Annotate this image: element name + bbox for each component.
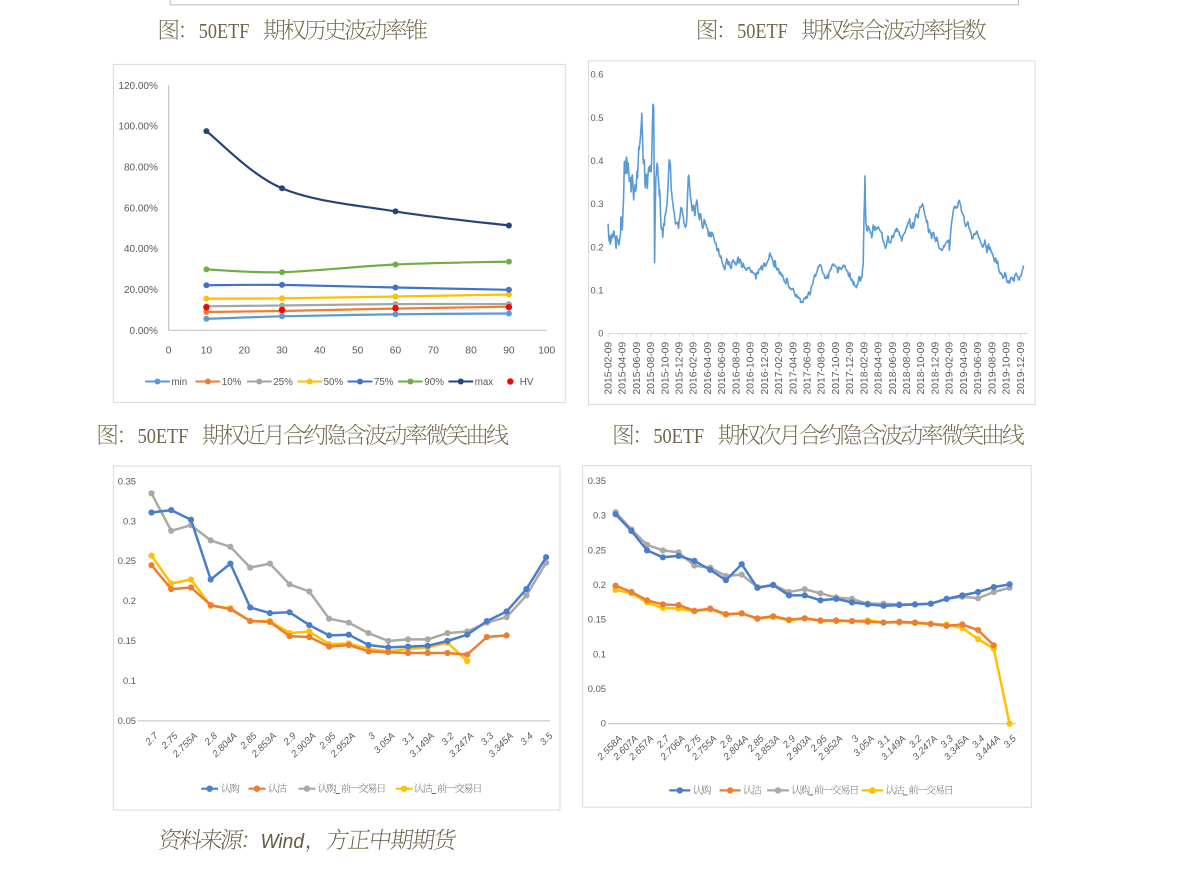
svg-text:min: min (171, 377, 187, 388)
svg-text:2018-02-09: 2018-02-09 (859, 342, 870, 395)
svg-text:2019-10-09: 2019-10-09 (1002, 342, 1013, 395)
svg-text:0.2: 0.2 (123, 595, 136, 606)
svg-text:20: 20 (239, 346, 251, 357)
svg-text:2018-06-09: 2018-06-09 (888, 342, 899, 395)
svg-text:40: 40 (314, 346, 326, 357)
svg-text:2019-06-09: 2019-06-09 (973, 342, 984, 395)
svg-text:2015-02-09: 2015-02-09 (603, 342, 614, 395)
svg-text:2016-12-09: 2016-12-09 (760, 342, 771, 395)
svg-text:0.1: 0.1 (123, 675, 136, 686)
svg-text:2018-08-09: 2018-08-09 (902, 342, 913, 395)
svg-text:2015-08-09: 2015-08-09 (646, 342, 657, 395)
svg-text:2015-04-09: 2015-04-09 (618, 342, 629, 395)
svg-text:60.00%: 60.00% (124, 203, 158, 214)
svg-text:75%: 75% (374, 377, 394, 388)
svg-text:2016-04-09: 2016-04-09 (703, 342, 714, 395)
svg-text:50ETF: 50ETF (199, 19, 250, 43)
svg-text:2017-02-09: 2017-02-09 (774, 342, 785, 395)
svg-text:0.2: 0.2 (590, 241, 603, 252)
svg-text:2019-02-09: 2019-02-09 (945, 342, 956, 395)
svg-text:2017-04-09: 2017-04-09 (788, 342, 799, 395)
svg-text:70: 70 (428, 346, 440, 357)
svg-text:0.3: 0.3 (590, 198, 603, 209)
svg-text:0.1: 0.1 (593, 648, 606, 659)
svg-text:30: 30 (276, 346, 288, 357)
svg-text:120.00%: 120.00% (118, 81, 158, 92)
svg-text:2017-10-09: 2017-10-09 (831, 342, 842, 395)
svg-text:0.2: 0.2 (593, 579, 606, 590)
svg-text:2018-04-09: 2018-04-09 (874, 342, 885, 395)
svg-text:2016-08-09: 2016-08-09 (731, 342, 742, 395)
svg-text:50ETF: 50ETF (138, 424, 189, 448)
svg-text:50: 50 (352, 346, 364, 357)
svg-text:2018-10-09: 2018-10-09 (916, 342, 927, 395)
svg-text:Wind: Wind (261, 831, 305, 853)
svg-text:0: 0 (166, 346, 172, 357)
svg-text:20.00%: 20.00% (124, 285, 158, 296)
svg-text:2016-10-09: 2016-10-09 (746, 342, 757, 395)
svg-text:0.15: 0.15 (118, 635, 136, 646)
svg-text:2015-06-09: 2015-06-09 (632, 342, 643, 395)
svg-text:25%: 25% (273, 377, 293, 388)
svg-text:80: 80 (465, 346, 477, 357)
svg-text:2017-08-09: 2017-08-09 (817, 342, 828, 395)
svg-text:2015-10-09: 2015-10-09 (660, 342, 671, 395)
svg-text:0.5: 0.5 (590, 112, 603, 123)
svg-text:0.4: 0.4 (590, 155, 603, 166)
svg-text:2019-04-09: 2019-04-09 (959, 342, 970, 395)
svg-text:50ETF: 50ETF (737, 19, 788, 43)
svg-text:40.00%: 40.00% (124, 244, 158, 255)
svg-text:0.3: 0.3 (123, 515, 136, 526)
svg-text:60: 60 (390, 346, 402, 357)
svg-text:0.00%: 0.00% (130, 326, 158, 337)
svg-text:100.00%: 100.00% (118, 122, 158, 133)
svg-text:10%: 10% (222, 377, 242, 388)
svg-text:0.05: 0.05 (588, 683, 606, 694)
svg-text:0: 0 (598, 328, 603, 339)
svg-text:0.1: 0.1 (590, 285, 603, 296)
svg-text:2017-12-09: 2017-12-09 (845, 342, 856, 395)
svg-text:2018-12-09: 2018-12-09 (931, 342, 942, 395)
svg-text:0: 0 (601, 718, 606, 729)
svg-text:2017-06-09: 2017-06-09 (803, 342, 814, 395)
svg-text:90: 90 (503, 346, 515, 357)
svg-text:0.35: 0.35 (588, 475, 606, 486)
svg-text:50ETF: 50ETF (653, 424, 704, 448)
svg-text:100: 100 (538, 346, 555, 357)
svg-text:80.00%: 80.00% (124, 162, 158, 173)
svg-text:90%: 90% (424, 377, 444, 388)
svg-text:0.25: 0.25 (588, 544, 606, 555)
svg-text:2016-06-09: 2016-06-09 (717, 342, 728, 395)
svg-text:0.15: 0.15 (588, 614, 606, 625)
svg-text:50%: 50% (324, 377, 344, 388)
svg-text:max: max (475, 377, 494, 388)
svg-text:10: 10 (201, 346, 213, 357)
svg-text:2015-12-09: 2015-12-09 (675, 342, 686, 395)
svg-text:0.6: 0.6 (590, 69, 603, 80)
svg-text:2019-08-09: 2019-08-09 (987, 342, 998, 395)
svg-text:2019-12-09: 2019-12-09 (1016, 342, 1027, 395)
svg-text:2016-02-09: 2016-02-09 (689, 342, 700, 395)
svg-text:HV: HV (520, 377, 534, 388)
svg-text:0.3: 0.3 (593, 510, 606, 521)
svg-text:0.25: 0.25 (118, 555, 136, 566)
svg-text:0.05: 0.05 (118, 715, 136, 726)
svg-text:0.35: 0.35 (118, 475, 136, 486)
